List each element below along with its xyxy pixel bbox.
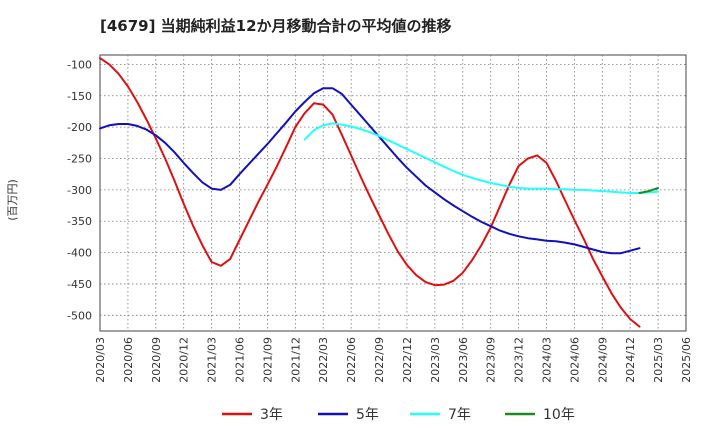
series-line-5年 bbox=[99, 87, 641, 255]
x-tick-label: 2023/09 bbox=[485, 337, 498, 383]
x-axis-ticks: 2020/03 2020/06 2020/09 2020/12 2021/03 2021/… bbox=[94, 337, 693, 383]
x-tick-label: 2021/03 bbox=[206, 337, 219, 383]
x-tick-label: 2022/12 bbox=[401, 337, 414, 383]
series-line-10年 bbox=[638, 187, 660, 194]
legend: 3年 5年 7年 10年 bbox=[222, 407, 575, 423]
legend-label: 5年 bbox=[356, 407, 379, 423]
y-tick-label: -300 bbox=[67, 184, 92, 197]
x-tick-label: 2020/09 bbox=[150, 337, 163, 383]
legend-label: 7年 bbox=[448, 407, 471, 423]
x-tick-label: 2021/12 bbox=[289, 337, 302, 383]
series-line-3年 bbox=[99, 57, 641, 328]
x-tick-label: 2025/03 bbox=[652, 337, 665, 383]
x-tick-label: 2020/12 bbox=[178, 337, 191, 383]
y-tick-label: -400 bbox=[67, 247, 92, 260]
x-tick-label: 2021/09 bbox=[261, 337, 274, 383]
x-tick-label: 2023/03 bbox=[429, 337, 442, 383]
y-axis-label: (百万円) bbox=[6, 179, 19, 221]
y-tick-label: -350 bbox=[67, 215, 92, 228]
plot-frame bbox=[99, 54, 687, 332]
plot-area: -100 -150 -200 -250 -300 -350 -400 -450 -500 202… bbox=[67, 54, 693, 383]
y-tick-label: -200 bbox=[67, 121, 92, 134]
x-tick-label: 2024/06 bbox=[568, 337, 581, 383]
y-tick-label: -100 bbox=[67, 58, 92, 71]
x-tick-label: 2024/09 bbox=[596, 337, 609, 383]
grid bbox=[100, 55, 686, 331]
x-tick-label: 2022/09 bbox=[373, 337, 386, 383]
x-tick-label: 2020/06 bbox=[122, 337, 135, 383]
x-tick-label: 2023/12 bbox=[513, 337, 526, 383]
x-tick-label: 2022/03 bbox=[317, 337, 330, 383]
x-tick-label: 2021/06 bbox=[234, 337, 247, 383]
legend-label: 10年 bbox=[543, 407, 575, 423]
legend-label: 3年 bbox=[260, 407, 283, 423]
x-tick-label: 2025/06 bbox=[680, 337, 693, 383]
x-tick-label: 2022/06 bbox=[345, 337, 358, 383]
y-axis-ticks: -100 -150 -200 -250 -300 -350 -400 -450 -500 bbox=[67, 58, 92, 322]
series-line-7年 bbox=[303, 122, 660, 194]
series-lines bbox=[99, 57, 660, 328]
y-tick-label: -500 bbox=[67, 309, 92, 322]
x-tick-label: 2024/03 bbox=[540, 337, 553, 383]
x-tick-label: 2020/03 bbox=[94, 337, 107, 383]
y-tick-label: -250 bbox=[67, 153, 92, 166]
y-tick-label: -450 bbox=[67, 278, 92, 291]
x-tick-label: 2024/12 bbox=[624, 337, 637, 383]
y-tick-label: -150 bbox=[67, 90, 92, 103]
chart-title: [4679] 当期純利益12か月移動合計の平均値の推移 bbox=[100, 17, 452, 35]
x-tick-label: 2023/06 bbox=[457, 337, 470, 383]
